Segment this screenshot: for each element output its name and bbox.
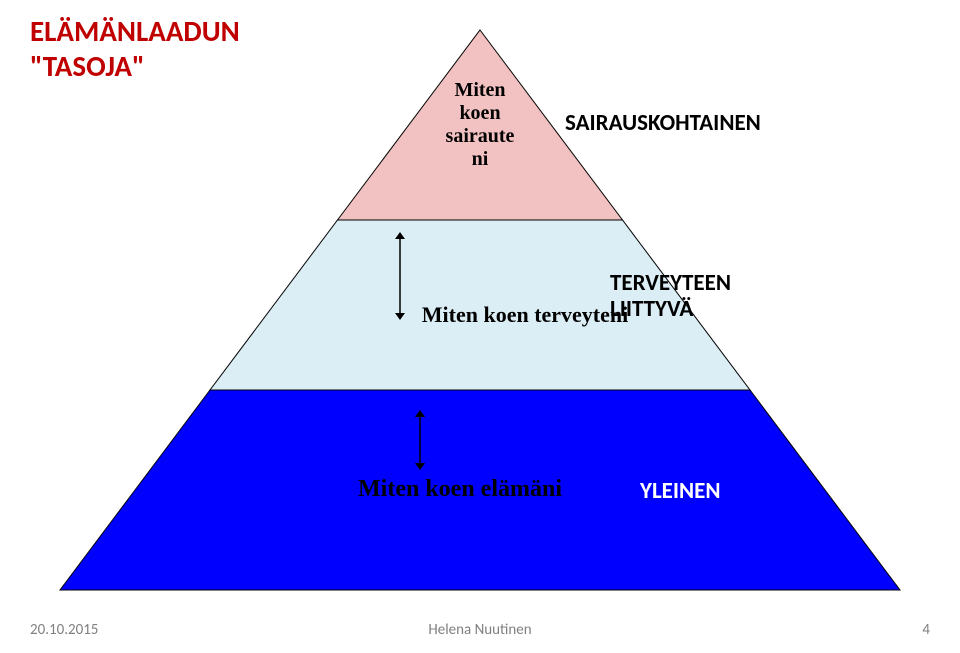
- pyramid-level-bottom-label: Miten koen elämäni: [310, 476, 610, 504]
- category-label-middle: TERVEYTEENLIITTYVÄ: [610, 270, 731, 323]
- category-label-bottom: YLEINEN: [640, 478, 721, 504]
- footer-page-number: 4: [922, 621, 930, 639]
- category-label-top: SAIRAUSKOHTAINEN: [565, 110, 761, 136]
- footer-author: Helena Nuutinen: [0, 621, 960, 639]
- slide: { "title": { "line1": "ELÄMÄNLAADUN", "l…: [0, 0, 960, 653]
- pyramid-level-top-label: Mitenkoensairauteni: [420, 79, 540, 171]
